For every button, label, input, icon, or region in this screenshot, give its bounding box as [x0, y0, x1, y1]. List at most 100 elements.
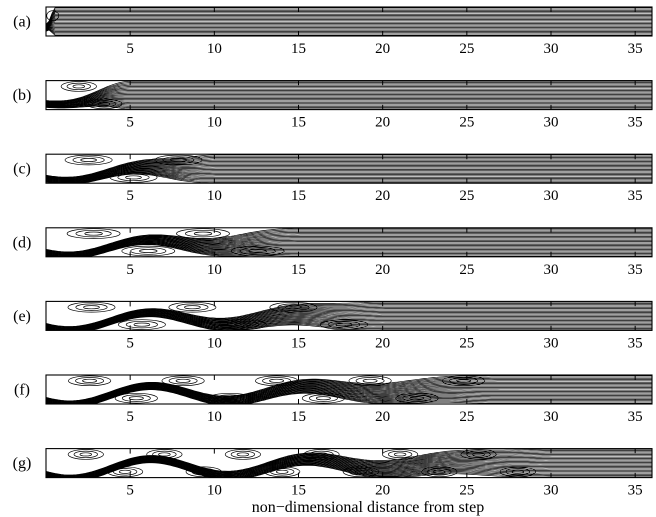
tick-label: 5 [126, 483, 134, 499]
streamline [46, 455, 652, 478]
eddy-contour [382, 449, 419, 460]
eddy-contour [472, 452, 485, 457]
eddy-contour [185, 466, 222, 478]
eddy-contour [146, 449, 183, 460]
tick-label: 15 [291, 188, 306, 204]
eddy-contour [168, 301, 217, 313]
streamline [46, 236, 652, 255]
streamline [46, 90, 652, 104]
eddy-contour [84, 231, 103, 236]
eddy-contour [234, 322, 252, 327]
eddy-contour [175, 378, 191, 383]
eddy-contour [161, 375, 205, 387]
eddy-contour [460, 449, 497, 460]
streamline [46, 166, 652, 181]
tick-label: 15 [291, 41, 306, 57]
eddy-contour [97, 101, 111, 106]
eddy-contour [176, 303, 209, 311]
streamline [46, 164, 652, 181]
eddy-contour [46, 10, 60, 22]
streamline [46, 237, 652, 255]
eddy-contour [309, 450, 334, 459]
tick-label: 20 [375, 335, 390, 351]
streamline [46, 168, 652, 182]
panel-d: (d) 5 10 15 20 25 30 35 [13, 227, 653, 278]
streamline [46, 161, 652, 180]
tick-label: 20 [375, 188, 390, 204]
eddy-contour [499, 466, 536, 478]
streamline [46, 24, 652, 29]
eddy-contour [395, 392, 439, 404]
eddy-contour [301, 392, 345, 404]
streamlines [46, 375, 652, 404]
tick-label: 25 [459, 483, 474, 499]
panel-e: (e) 5 10 15 20 25 30 35 [13, 300, 653, 351]
streamline [46, 99, 652, 106]
tick-label: 25 [459, 115, 474, 131]
eddy-contour [222, 396, 238, 401]
tick-label: 25 [459, 188, 474, 204]
eddy-contour [121, 245, 176, 257]
streamline [46, 159, 652, 179]
streamlines [46, 228, 652, 257]
tick-label: 30 [544, 409, 559, 425]
tick-label: 15 [291, 115, 306, 131]
tick-label: 5 [126, 41, 134, 57]
streamline [46, 169, 652, 183]
streamline [46, 9, 652, 26]
panels-group: (a) 5 10 15 20 25 30 35 (b) 5 10 15 20 25 30 35 (c) 5 10 15… [13, 6, 653, 499]
eddy-contour [118, 469, 132, 474]
eddy-contour [466, 450, 491, 459]
streamline [46, 311, 652, 330]
eddy-contour [170, 158, 187, 162]
eddy-contour [409, 396, 425, 401]
streamline [46, 241, 652, 257]
tick-label: 20 [375, 262, 390, 278]
eddy-contour [442, 375, 486, 387]
eddy-contour [130, 247, 167, 255]
channel-frame [45, 227, 653, 258]
eddy-contour [264, 466, 301, 478]
streamline [46, 457, 652, 478]
tick-label: 10 [207, 335, 222, 351]
eddy-contour [208, 392, 252, 404]
tick-label: 35 [628, 262, 643, 278]
eddy-contour [75, 229, 112, 238]
streamline [46, 233, 652, 254]
streamline [46, 21, 652, 29]
streamline [46, 23, 652, 29]
eddy-contour [275, 469, 289, 474]
eddy-contour [255, 375, 299, 387]
streamline [46, 96, 652, 106]
tick-label: 25 [459, 41, 474, 57]
streamlines [46, 80, 652, 110]
tick-label: 35 [628, 188, 643, 204]
channel-frame [45, 374, 653, 405]
streamline [46, 16, 652, 27]
x-axis-label: non−dimensional distance from step [252, 499, 485, 516]
streamline [46, 102, 652, 107]
eddy-contour [117, 173, 150, 182]
tick-label: 20 [375, 115, 390, 131]
streamline [46, 98, 652, 106]
streamline [46, 382, 652, 404]
eddy-contour [66, 82, 91, 91]
streamline [46, 92, 652, 105]
streamline [46, 386, 652, 404]
tick-label: 25 [459, 335, 474, 351]
eddy-contour [402, 394, 432, 402]
eddy-contour [125, 320, 158, 329]
tick-label: 35 [628, 41, 643, 57]
eddy-contour [270, 468, 295, 476]
tick-label: 30 [544, 262, 559, 278]
eddy-contour [121, 394, 151, 402]
eddy-contour [218, 319, 267, 330]
eddy-contour [285, 305, 302, 310]
streamline [46, 20, 652, 28]
tick-label: 35 [628, 335, 643, 351]
eddy-contour [342, 466, 379, 478]
tick-label: 10 [207, 262, 222, 278]
streamlines [46, 154, 652, 183]
eddy-contour [72, 156, 105, 164]
streamline [46, 311, 652, 330]
